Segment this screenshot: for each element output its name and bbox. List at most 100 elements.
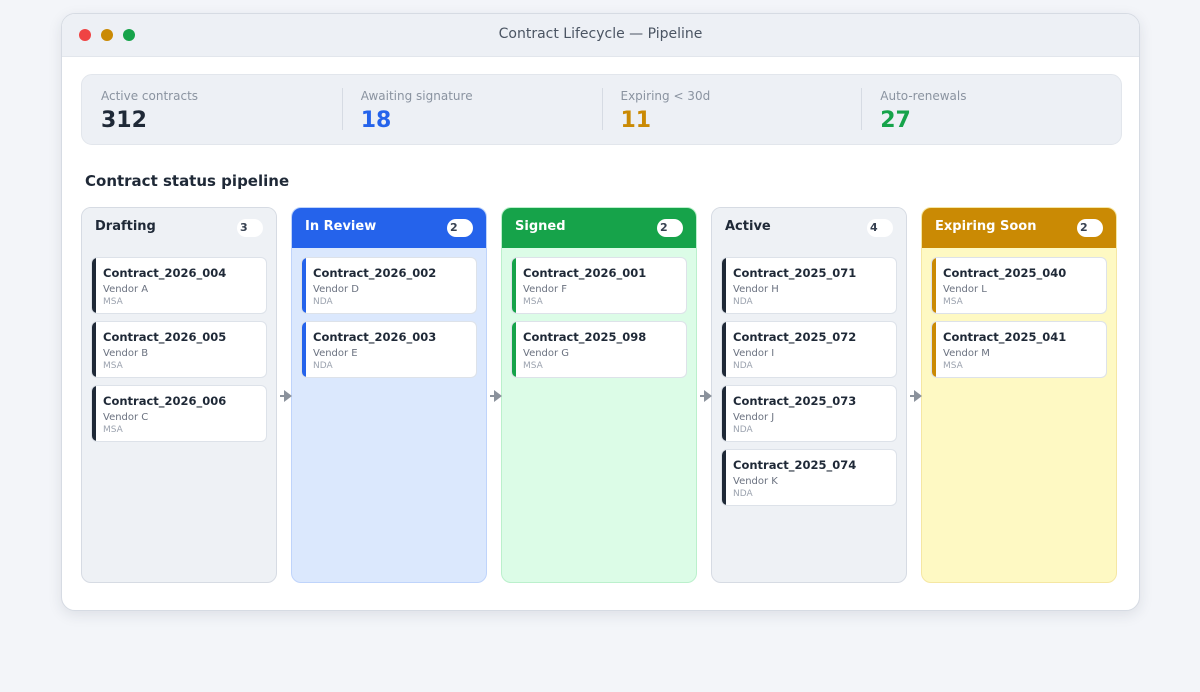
contract-vendor: Vendor K [733,476,778,487]
contract-type: NDA [313,361,333,371]
contract-type: NDA [733,297,753,307]
card-list: Contract_2025_040 Vendor L MSA Contract_202… [922,248,1116,378]
contract-id: Contract_2026_006 [103,394,227,408]
stat-card: Awaiting signature 18 [341,75,602,144]
column-title: Active [725,219,771,234]
contract-vendor: Vendor I [733,348,775,359]
contract-card[interactable]: Contract_2026_006 Vendor C MSA [91,385,267,442]
card-status-accent [722,322,726,377]
contract-card[interactable]: Contract_2025_073 Vendor J NDA [721,385,897,442]
stat-label: Active contracts [101,89,199,103]
contract-card[interactable]: Contract_2025_041 Vendor M MSA [931,321,1107,378]
contract-id: Contract_2025_072 [733,330,857,344]
contract-vendor: Vendor C [103,412,149,423]
minimize-window-button[interactable] [101,29,113,41]
card-status-accent [92,386,96,441]
contract-type: MSA [943,361,963,371]
column-title: In Review [305,219,377,234]
card-status-accent [722,258,726,313]
card-status-accent [932,258,936,313]
card-status-accent [512,322,516,377]
card-status-accent [512,258,516,313]
stat-value: 27 [880,108,911,133]
contract-type: MSA [523,297,543,307]
contract-card[interactable]: Contract_2025_040 Vendor L MSA [931,257,1107,314]
contract-vendor: Vendor F [523,284,568,295]
contract-card[interactable]: Contract_2025_098 Vendor G MSA [511,321,687,378]
flow-arrow-icon [910,390,922,402]
pipeline-column-active: Active 4 Contract_2025_071 Vendor H NDA Contr… [711,207,907,583]
contract-card[interactable]: Contract_2026_002 Vendor D NDA [301,257,477,314]
contract-vendor: Vendor D [313,284,360,295]
title-bar: Contract Lifecycle — Pipeline [62,14,1139,57]
contract-type: MSA [103,361,123,371]
contract-type: MSA [103,297,123,307]
contract-id: Contract_2025_040 [943,266,1067,280]
contract-type: NDA [313,297,333,307]
stat-value: 312 [101,108,147,133]
contract-id: Contract_2026_002 [313,266,437,280]
stat-card: Auto-renewals 27 [861,75,1121,144]
contract-card[interactable]: Contract_2026_001 Vendor F MSA [511,257,687,314]
card-status-accent [722,450,726,505]
card-list: Contract_2026_001 Vendor F MSA Contract_202… [502,248,696,378]
contract-type: MSA [103,425,123,435]
card-status-accent [932,322,936,377]
card-status-accent [92,258,96,313]
column-header: Drafting 3 [82,208,276,248]
contract-id: Contract_2026_004 [103,266,227,280]
contract-vendor: Vendor B [103,348,149,359]
contract-vendor: Vendor L [943,284,987,295]
card-status-accent [302,258,306,313]
maximize-window-button[interactable] [123,29,135,41]
column-header: Signed 2 [502,208,696,248]
column-title: Drafting [95,219,156,234]
window-title: Contract Lifecycle — Pipeline [498,26,703,42]
column-header: In Review 2 [292,208,486,248]
contract-type: NDA [733,425,753,435]
contract-id: Contract_2025_073 [733,394,857,408]
contract-vendor: Vendor J [733,412,775,423]
stat-value: 18 [360,108,392,133]
contract-id: Contract_2025_071 [733,266,857,280]
stat-label: Expiring < 30d [620,89,711,103]
column-count-badge: 2 [657,219,683,237]
contract-card[interactable]: Contract_2026_004 Vendor A MSA [91,257,267,314]
card-list: Contract_2025_071 Vendor H NDA Contract_202… [712,248,906,506]
stat-card: Expiring < 30d 11 [601,75,862,144]
contract-id: Contract_2025_074 [733,458,857,472]
contract-id: Contract_2026_005 [103,330,227,344]
contract-type: MSA [523,361,543,371]
contract-id: Contract_2026_001 [523,266,647,280]
close-window-button[interactable] [79,29,91,41]
column-count-badge: 4 [867,219,893,237]
contract-card[interactable]: Contract_2025_074 Vendor K NDA [721,449,897,506]
pipeline-column-signed: Signed 2 Contract_2026_001 Vendor F MSA Contr… [501,207,697,583]
contract-id: Contract_2025_098 [523,330,647,344]
card-status-accent [722,386,726,441]
card-list: Contract_2026_002 Vendor D NDA Contract_202… [292,248,486,378]
contract-card[interactable]: Contract_2026_003 Vendor E NDA [301,321,477,378]
stats-panel: Active contracts 312 Awaiting signature 18 E… [81,74,1122,145]
stat-label: Auto-renewals [880,89,967,103]
card-status-accent [92,322,96,377]
stat-card: Active contracts 312 [82,75,342,144]
contract-card[interactable]: Contract_2025_072 Vendor I NDA [721,321,897,378]
flow-arrow-icon [280,390,292,402]
card-status-accent [302,322,306,377]
column-title: Expiring Soon [935,219,1037,234]
column-count-badge: 3 [237,219,263,237]
column-header: Active 4 [712,208,906,248]
flow-arrow-icon [700,390,712,402]
pipeline-column-drafting: Drafting 3 Contract_2026_004 Vendor A MSA Con… [81,207,277,583]
contract-card[interactable]: Contract_2025_071 Vendor H NDA [721,257,897,314]
column-title: Signed [515,219,566,234]
card-list: Contract_2026_004 Vendor A MSA Contract_202… [82,248,276,442]
stat-label: Awaiting signature [360,89,473,103]
contract-card[interactable]: Contract_2026_005 Vendor B MSA [91,321,267,378]
column-count-badge: 2 [447,219,473,237]
contract-type: NDA [733,361,753,371]
contract-vendor: Vendor E [313,348,358,359]
contract-type: MSA [943,297,963,307]
stat-value: 11 [620,108,652,133]
